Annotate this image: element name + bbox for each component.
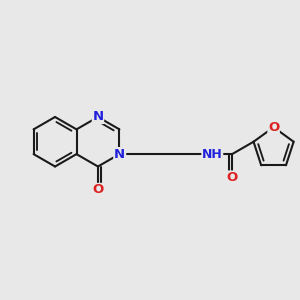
- Text: N: N: [92, 110, 104, 124]
- Text: O: O: [226, 171, 238, 184]
- Text: O: O: [92, 184, 104, 196]
- Text: N: N: [114, 148, 125, 160]
- Text: NH: NH: [202, 148, 223, 160]
- Text: O: O: [268, 121, 279, 134]
